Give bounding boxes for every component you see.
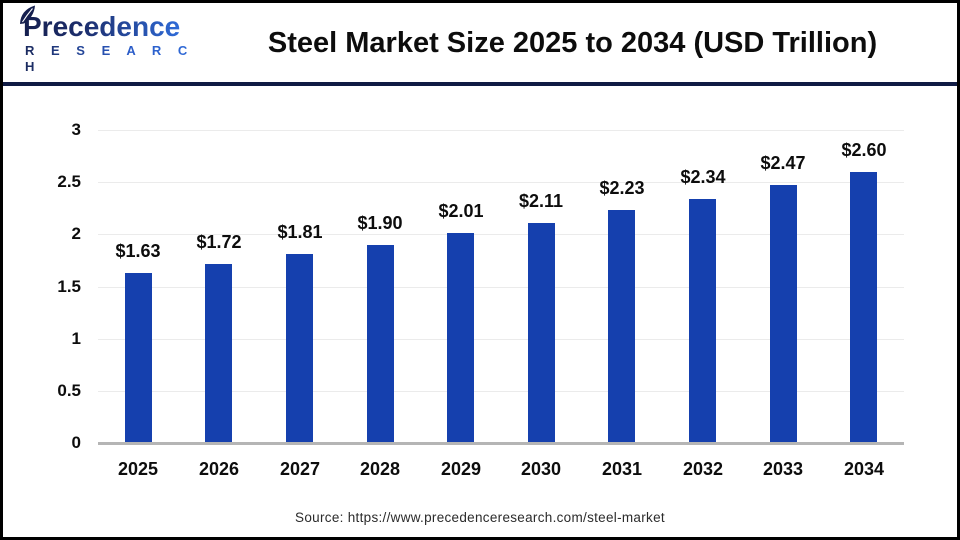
bar-value-label: $2.23 [599,178,645,198]
bar-2033 [770,185,797,443]
x-axis-tick-label: 2031 [601,459,643,479]
source-text: Source: https://www.precedenceresearch.c… [295,510,665,525]
logo-subbrand-text: R E S E A R C H [25,43,198,75]
y-axis-tick-label: 2.5 [57,172,81,191]
y-axis-tick-label: 1 [71,329,81,348]
bar-chart: 0 0.5 1 1.5 2 2.5 3 $1.63 2025 $1.72 2026 $1.81 2027… [3,87,957,493]
gridline [98,130,904,131]
gridline [98,234,904,235]
header: Precedence R E S E A R C H Steel Market … [3,3,957,84]
bar-2032 [689,199,716,443]
x-axis-tick-label: 2026 [198,459,240,479]
bar-2025 [125,273,152,443]
logo-brand-text: Precedence [23,11,181,42]
bar-value-label: $2.11 [518,191,564,211]
x-axis-tick-label: 2028 [359,459,401,479]
bar-value-label: $2.47 [760,153,806,173]
y-axis-tick-label: 0 [71,433,81,452]
y-axis-tick-label: 1.5 [57,277,81,296]
bar-2029 [447,233,474,443]
gridline [98,391,904,392]
x-axis-tick-label: 2027 [279,459,321,479]
y-axis-tick-label: 0.5 [57,381,81,400]
x-axis-line [98,442,904,445]
bar-value-label: $2.01 [438,201,484,221]
bar-value-label: $1.72 [196,232,242,252]
bar-value-label: $2.60 [841,140,887,160]
x-axis-tick-label: 2025 [117,459,159,479]
gridline [98,287,904,288]
bar-2027 [286,254,313,443]
x-axis-tick-label: 2029 [440,459,482,479]
chart-title: Steel Market Size 2025 to 2034 (USD Tril… [267,27,878,59]
bar-2031 [608,210,635,443]
x-axis-tick-label: 2034 [843,459,885,479]
bar-2026 [205,264,232,443]
header-separator [3,82,957,86]
bar-2034 [850,172,877,443]
bar-value-label: $2.34 [680,167,726,187]
bar-value-label: $1.63 [115,241,161,261]
bar-value-label: $1.90 [357,213,403,233]
bar-2030 [528,223,555,443]
x-axis-tick-label: 2032 [682,459,724,479]
brand-logo: Precedence R E S E A R C H [20,5,198,75]
gridline [98,339,904,340]
bar-2028 [367,245,394,443]
gridline [98,182,904,183]
y-axis-tick-label: 3 [71,120,81,139]
x-axis-tick-label: 2030 [520,459,562,479]
x-axis-tick-label: 2033 [762,459,804,479]
bar-value-label: $1.81 [277,222,323,242]
y-axis-tick-label: 2 [71,224,81,243]
